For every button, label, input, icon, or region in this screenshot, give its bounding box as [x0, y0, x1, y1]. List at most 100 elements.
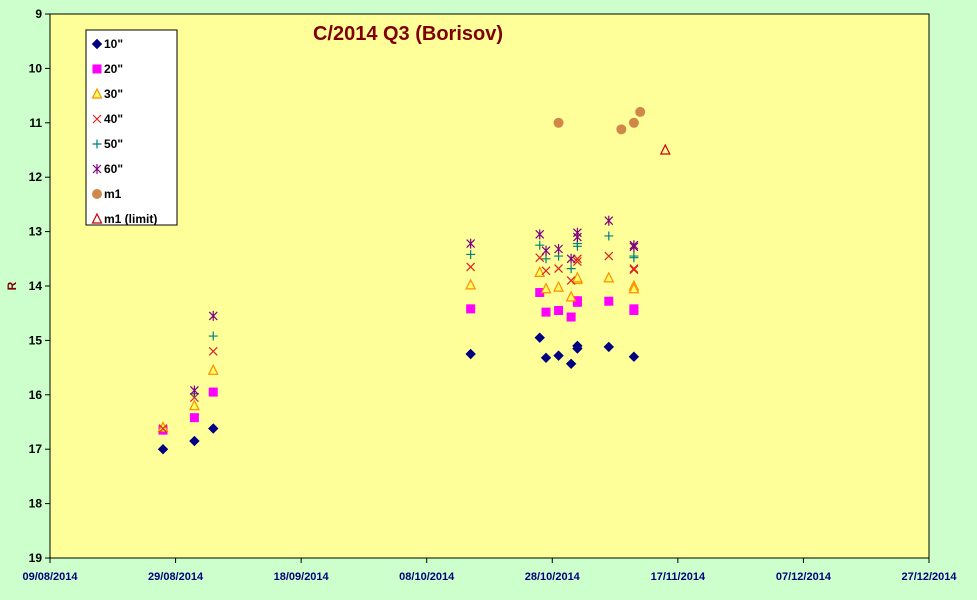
data-point — [541, 307, 551, 317]
y-axis: 9 10 11 12 13 14 15 16 17 18 19 — [29, 7, 50, 565]
legend-label: m1 (limit) — [104, 212, 157, 226]
data-point — [188, 399, 200, 411]
x-tick-label: 28/10/2014 — [525, 571, 581, 583]
data-point — [535, 240, 545, 250]
y-tick-label: 11 — [29, 116, 42, 130]
x-tick-label: 29/08/2014 — [148, 571, 204, 583]
data-point — [629, 265, 639, 275]
legend-marker — [91, 87, 103, 99]
y-tick-label: 14 — [29, 279, 43, 293]
y-tick-label: 9 — [35, 7, 42, 21]
data-point — [629, 253, 639, 263]
y-axis-label: R — [5, 281, 19, 290]
data-point — [465, 348, 476, 360]
data-point — [628, 351, 640, 362]
data-point — [629, 264, 639, 274]
data-point — [565, 358, 577, 369]
y-tick-label: 18 — [29, 497, 43, 511]
data-point — [541, 254, 551, 264]
data-points — [157, 106, 671, 455]
legend-marker — [92, 189, 102, 199]
data-point — [208, 331, 218, 341]
y-tick-label: 12 — [29, 170, 43, 184]
data-point — [572, 254, 582, 264]
data-point — [189, 435, 200, 447]
legend: 10" 20" 30" 40" 50" 60" m1 m1 (limit) — [85, 29, 178, 226]
data-point — [535, 288, 545, 298]
data-point — [554, 244, 563, 255]
data-point — [208, 387, 218, 397]
data-point — [466, 304, 476, 314]
data-point — [635, 106, 646, 117]
y-tick-label: 16 — [29, 388, 43, 402]
x-tick-label: 17/11/2014 — [651, 571, 706, 583]
data-point — [208, 346, 218, 356]
legend-label: 10" — [104, 37, 123, 51]
data-point — [158, 424, 168, 433]
data-point — [553, 350, 564, 361]
data-point — [535, 229, 545, 240]
data-point — [566, 253, 576, 264]
series-6 — [553, 106, 646, 135]
data-point — [535, 253, 545, 263]
x-tick-label: 18/09/2014 — [274, 571, 330, 583]
legend-marker — [92, 139, 102, 149]
legend-label: m1 — [104, 187, 122, 201]
legend-label: 40" — [104, 112, 123, 126]
x-tick-label: 09/08/2014 — [22, 571, 78, 583]
data-point — [541, 245, 551, 256]
data-point — [565, 290, 577, 302]
data-point — [604, 215, 614, 226]
data-point — [189, 385, 199, 396]
data-point — [466, 249, 476, 259]
data-point — [554, 264, 563, 274]
data-point — [628, 117, 639, 128]
data-point — [554, 305, 564, 315]
legend-label: 60" — [104, 162, 123, 176]
data-point — [465, 278, 477, 290]
x-axis: 09/08/2014 29/08/2014 18/09/2014 08/10/2014… — [22, 558, 957, 583]
data-point — [572, 227, 582, 238]
data-point — [629, 305, 639, 315]
legend-label: 30" — [104, 87, 123, 101]
data-point — [629, 241, 639, 252]
legend-marker — [91, 38, 103, 50]
data-point — [541, 266, 551, 276]
data-point — [604, 296, 614, 306]
data-point — [659, 143, 671, 155]
data-point — [553, 280, 565, 292]
data-point — [566, 312, 576, 322]
legend-marker — [92, 64, 102, 74]
series-7 — [659, 143, 671, 155]
data-point — [572, 340, 583, 352]
y-tick-label: 10 — [29, 61, 43, 75]
data-point — [572, 296, 582, 306]
series-5 — [189, 215, 639, 396]
legend-marker — [91, 212, 103, 224]
data-point — [189, 413, 199, 423]
legend-label: 20" — [104, 62, 123, 76]
data-point — [566, 264, 576, 274]
data-point — [540, 282, 552, 294]
series-3 — [158, 251, 639, 433]
data-point — [540, 352, 552, 364]
data-point — [208, 423, 219, 434]
y-tick-label: 13 — [29, 225, 43, 239]
data-point — [616, 124, 627, 135]
y-tick-label: 19 — [29, 551, 43, 565]
x-tick-label: 08/10/2014 — [399, 571, 455, 583]
x-tick-label: 27/12/2014 — [901, 571, 957, 583]
data-point — [207, 363, 219, 375]
data-point — [466, 238, 476, 249]
data-point — [466, 262, 476, 272]
x-tick-label: 07/12/2014 — [776, 571, 832, 583]
data-point — [553, 117, 564, 128]
plot-area — [49, 13, 930, 559]
data-point — [566, 276, 576, 285]
data-point — [604, 251, 614, 261]
data-point — [534, 332, 545, 343]
y-tick-label: 17 — [29, 442, 43, 456]
data-point — [603, 271, 615, 283]
data-point — [208, 310, 218, 321]
data-point — [604, 231, 614, 241]
